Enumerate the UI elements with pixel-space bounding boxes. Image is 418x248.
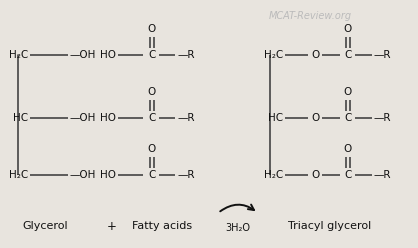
Text: C: C [344, 113, 352, 123]
Text: —R: —R [374, 170, 392, 180]
Text: +: + [107, 219, 117, 233]
Text: O: O [148, 144, 156, 154]
Text: HC: HC [13, 113, 28, 123]
Text: 3H₂O: 3H₂O [225, 223, 250, 233]
Text: C: C [344, 170, 352, 180]
Text: MCAT-Review.org: MCAT-Review.org [268, 11, 352, 21]
Text: H₂C: H₂C [9, 50, 28, 60]
Text: O: O [148, 24, 156, 34]
Text: HO: HO [100, 113, 116, 123]
Text: H₂C: H₂C [9, 170, 28, 180]
Text: O: O [344, 87, 352, 97]
Text: O: O [311, 170, 319, 180]
Text: O: O [344, 24, 352, 34]
Text: —R: —R [177, 170, 194, 180]
Text: HO: HO [100, 50, 116, 60]
Text: HO: HO [100, 170, 116, 180]
Text: O: O [148, 87, 156, 97]
Text: H₂C: H₂C [264, 50, 283, 60]
Text: —R: —R [374, 113, 392, 123]
Text: —R: —R [177, 50, 194, 60]
Text: C: C [148, 113, 155, 123]
Text: C: C [148, 170, 155, 180]
Text: Triacyl glycerol: Triacyl glycerol [288, 221, 372, 231]
Text: O: O [311, 113, 319, 123]
Text: C: C [344, 50, 352, 60]
Text: C: C [148, 50, 155, 60]
Text: —OH: —OH [70, 50, 97, 60]
Text: —OH: —OH [70, 170, 97, 180]
Text: HC: HC [268, 113, 283, 123]
Text: —R: —R [374, 50, 392, 60]
Text: Fatty acids: Fatty acids [132, 221, 192, 231]
Text: —R: —R [177, 113, 194, 123]
Text: O: O [311, 50, 319, 60]
Text: Glycerol: Glycerol [22, 221, 68, 231]
Text: H₂C: H₂C [264, 170, 283, 180]
Text: —OH: —OH [70, 113, 97, 123]
Text: O: O [344, 144, 352, 154]
